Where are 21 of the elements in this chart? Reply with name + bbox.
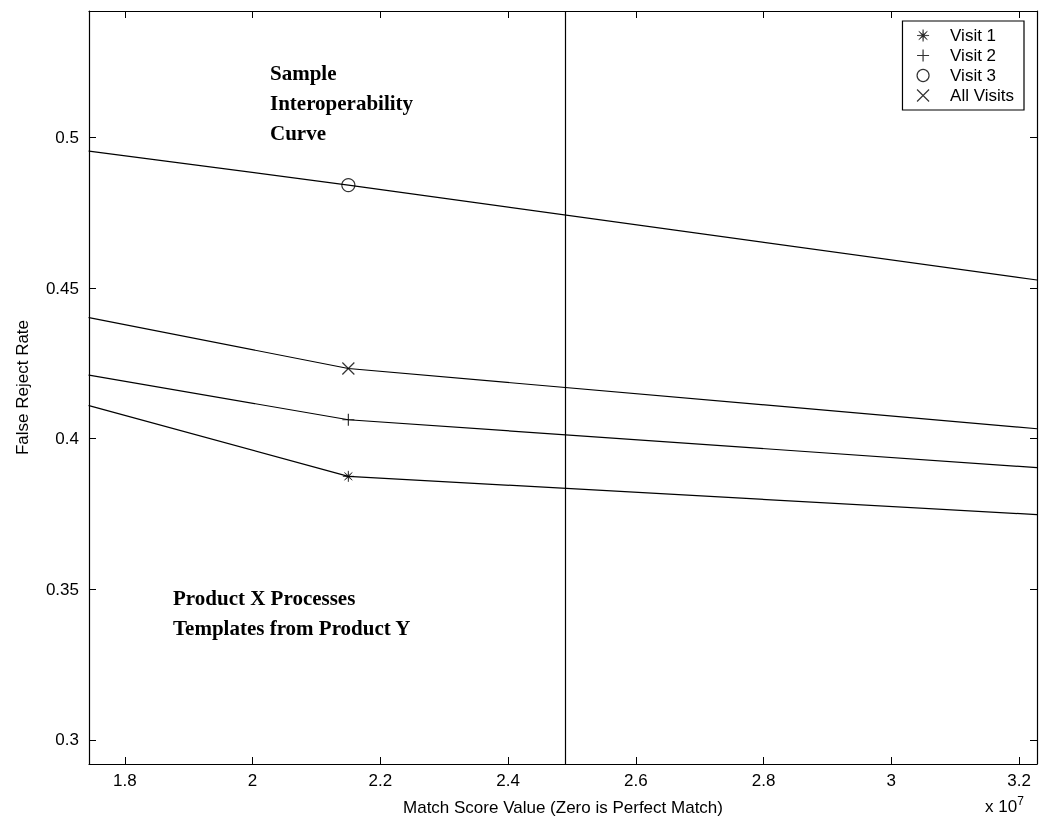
- x-tick-label: 2: [247, 771, 258, 790]
- x-tick-label: 2.6: [624, 771, 648, 790]
- legend-label: Visit 1: [950, 26, 997, 45]
- x-tick-label: 1.8: [112, 771, 137, 790]
- x-tick-label: 2.8: [751, 771, 776, 790]
- annotation: Sample Interoperability Curve: [270, 61, 414, 145]
- x-axis-title: Match Score Value (Zero is Perfect Match): [403, 798, 723, 817]
- y-tick-label: 0.5: [55, 128, 79, 147]
- legend-label: All Visits: [950, 86, 1015, 105]
- x-tick-label: 3: [886, 771, 897, 790]
- y-tick-label: 0.45: [45, 278, 79, 298]
- legend-label: Visit 3: [950, 66, 997, 85]
- annotation: Product X Processes Templates from Product Y: [173, 586, 411, 640]
- x-tick-label: 2.2: [368, 771, 393, 790]
- y-tick-label: 0.4: [55, 429, 79, 449]
- y-axis-title: False Reject Rate: [13, 319, 32, 456]
- y-tick-label: 0.35: [45, 579, 79, 599]
- legend-label: Visit 2: [950, 46, 997, 65]
- x-tick-label: 2.4: [496, 771, 520, 790]
- x-tick-label: 3.2: [1007, 771, 1031, 790]
- y-tick-label: 0.3: [55, 730, 79, 750]
